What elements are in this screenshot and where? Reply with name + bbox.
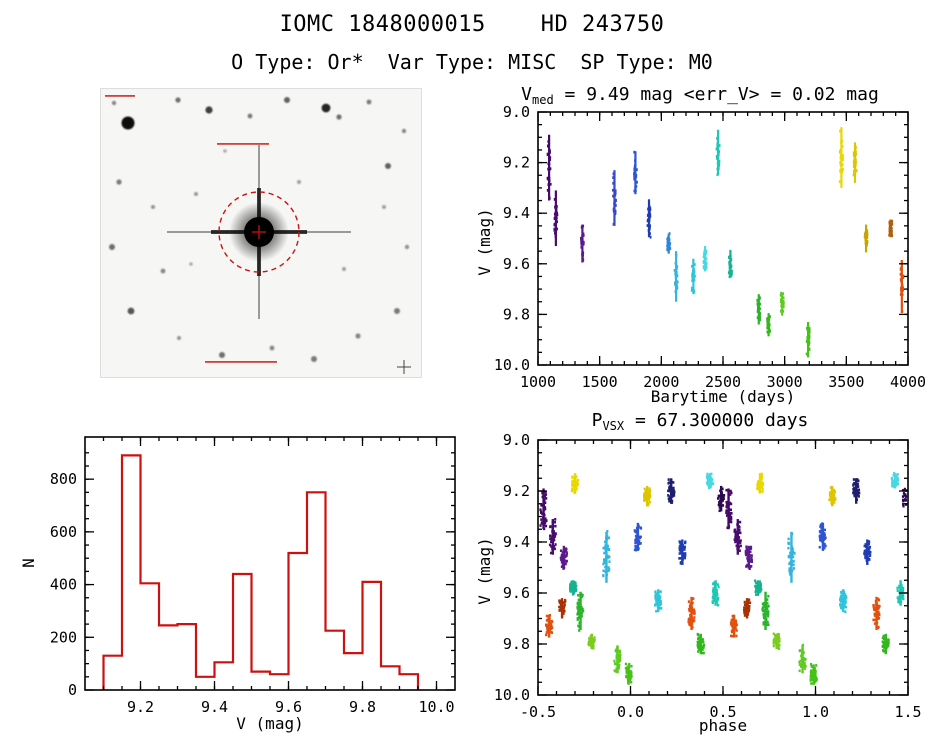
x-tick-label: 9.8: [349, 698, 376, 716]
x-tick-label: 9.2: [127, 698, 154, 716]
star: [269, 345, 275, 351]
star: [311, 356, 317, 362]
x-tick-label: 9.4: [201, 698, 228, 716]
x-tick-label: 9.6: [275, 698, 302, 716]
y-tick-label: 9.2: [503, 154, 530, 172]
y-tick-label: 9.4: [503, 533, 530, 551]
star: [189, 262, 193, 266]
star: [247, 113, 253, 119]
scale-mark-icon: [397, 360, 411, 374]
phase-title-symbol: P: [591, 410, 603, 431]
finder-chart-image: [100, 88, 422, 378]
plot-frame: [537, 111, 909, 366]
x-tick-label: 1000: [520, 373, 556, 391]
x-tick-label: 0.0: [617, 703, 644, 721]
y-tick-label: 800: [50, 470, 77, 488]
page-subtitle: O Type: Or* Var Type: MISC SP Type: M0: [231, 50, 713, 74]
x-tick-label: 2000: [643, 373, 679, 391]
x-tick-label: -0.5: [520, 703, 556, 721]
lightcurve-title-subscript: med: [532, 93, 554, 107]
star: [116, 179, 122, 185]
star: [127, 307, 135, 315]
plot-frame: [537, 439, 909, 696]
axis-ticks: [537, 439, 909, 696]
x-tick-label: 1.0: [802, 703, 829, 721]
axis-ticks: [537, 111, 909, 366]
histogram-xlabel: V (mag): [236, 714, 303, 733]
star: [321, 103, 331, 113]
lightcurve-title: Vmed = 9.49 mag <err_V> = 0.02 mag: [470, 84, 930, 107]
x-tick-label: 2500: [705, 373, 741, 391]
star: [151, 205, 155, 209]
star: [284, 97, 290, 103]
star: [336, 114, 342, 120]
histogram-outline: [102, 454, 420, 690]
star: [366, 99, 372, 105]
lightcurve-title-value: = 9.49 mag <err_V> = 0.02 mag: [553, 84, 879, 105]
star: [205, 106, 213, 114]
phase-title-value: = 67.300000 days: [624, 410, 809, 431]
x-tick-label: 0.5: [709, 703, 736, 721]
y-tick-label: 9.6: [503, 255, 530, 273]
star: [404, 244, 410, 250]
lightcurve-ylabel: V (mag): [475, 208, 494, 275]
star: [194, 192, 198, 196]
lightcurve-plot: Barytime (days) V (mag) 1000 1500 2000 2500…: [475, 104, 926, 406]
y-tick-label: 9.8: [503, 635, 530, 653]
star: [223, 149, 227, 153]
star: [175, 97, 181, 103]
annotation-mark: [205, 361, 277, 363]
star: [160, 268, 166, 274]
y-tick-label: 9.6: [503, 584, 530, 602]
y-tick-label: 400: [50, 576, 77, 594]
y-tick-label: 10.0: [494, 686, 530, 704]
phase-title: PVSX = 67.300000 days: [470, 410, 930, 433]
y-tick-label: 10.0: [494, 356, 530, 374]
y-tick-label: 600: [50, 523, 77, 541]
annotation-mark: [105, 95, 135, 97]
x-tick-label: 1.5: [894, 703, 921, 721]
y-tick-label: 9.8: [503, 305, 530, 323]
lightcurve-xlabel: Barytime (days): [651, 387, 796, 406]
phase-xlabel: phase: [699, 716, 747, 735]
annotation-mark: [217, 143, 269, 145]
phase-title-subscript: VSX: [602, 419, 625, 433]
x-tick-label: 10.0: [418, 698, 454, 716]
histogram-plot: V (mag) N 9.2 9.4 9.6 9.8 10.0 0 200 400 600 800: [19, 436, 456, 733]
lightcurve-title-symbol: V: [521, 84, 533, 105]
y-tick-label: 9.2: [503, 482, 530, 500]
star: [111, 100, 117, 106]
page-title: IOMC 1848000015 HD 243750: [279, 12, 665, 37]
data-points: [539, 471, 908, 685]
phase-ylabel: V (mag): [475, 537, 494, 604]
photometric-aperture-circle: [218, 191, 300, 273]
field-stars: [109, 97, 410, 362]
x-tick-label: 3000: [767, 373, 803, 391]
x-tick-label: 4000: [890, 373, 926, 391]
star: [121, 116, 135, 130]
star: [177, 336, 181, 340]
star: [401, 128, 407, 134]
star: [109, 244, 115, 250]
y-tick-label: 9.4: [503, 204, 530, 222]
star: [355, 333, 361, 339]
star: [219, 352, 225, 358]
phase-plot: phase V (mag) -0.5 0.0 0.5 1.0 1.5 9.0 9.2 9.4 9…: [475, 432, 922, 735]
y-tick-label: 0: [68, 681, 77, 699]
histogram-ylabel: N: [19, 558, 38, 568]
star: [382, 205, 386, 209]
star: [297, 180, 301, 184]
star: [342, 267, 346, 271]
star: [385, 163, 391, 169]
star: [394, 308, 400, 314]
x-tick-label: 1500: [582, 373, 618, 391]
data-points: [546, 127, 905, 358]
y-tick-label: 9.0: [503, 432, 530, 449]
plot-frame: [84, 436, 456, 691]
y-tick-label: 9.0: [503, 104, 530, 121]
y-tick-label: 200: [50, 628, 77, 646]
x-tick-label: 3500: [828, 373, 864, 391]
